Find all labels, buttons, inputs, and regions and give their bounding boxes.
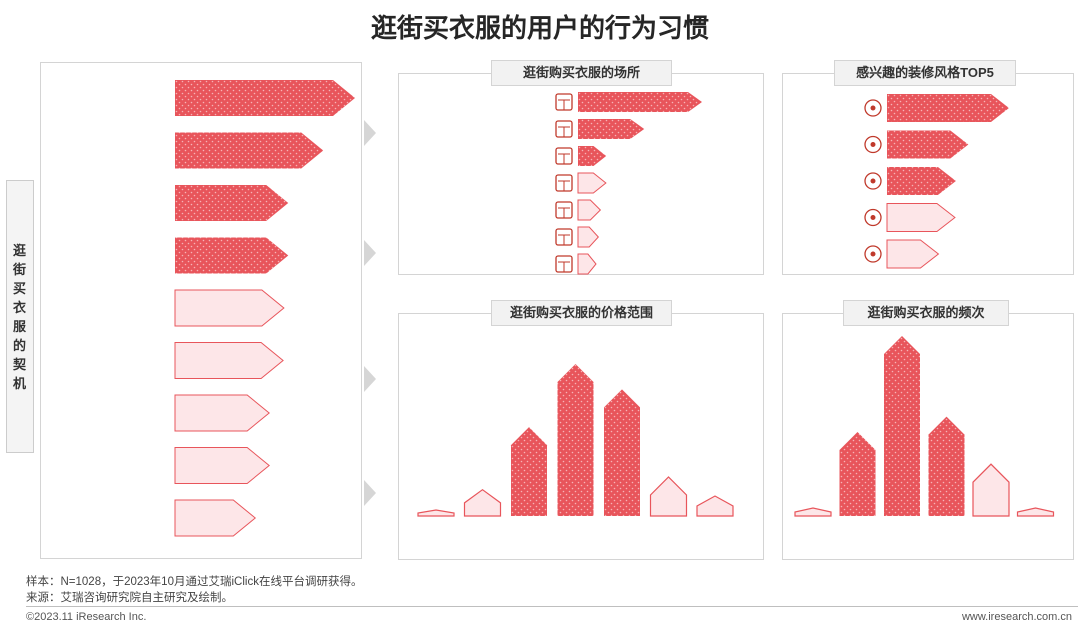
frequency-bar [884, 336, 920, 516]
price-bar [557, 364, 594, 516]
frequency-bar [839, 432, 876, 516]
place-bar [577, 172, 607, 194]
motive-bar [174, 394, 270, 432]
frequency-bars [794, 336, 1055, 517]
frequency-title: 逛街购买衣服的频次 [843, 300, 1009, 326]
styles-title: 感兴趣的装修风格TOP5 [834, 60, 1016, 86]
copyright: ©2023.11 iResearch Inc. [26, 611, 147, 623]
place-bar [577, 226, 600, 248]
arrow-icon [364, 366, 376, 392]
motive-bar [175, 80, 355, 116]
motives-side-title: 逛街买衣服的契机 [13, 243, 27, 391]
office-building-icon [555, 147, 573, 165]
place-bar [578, 146, 607, 166]
place-bar [578, 119, 645, 139]
styles-bars [864, 94, 1009, 269]
price-bar [511, 427, 547, 516]
motive-bar [174, 342, 284, 379]
molecule-icon [864, 99, 882, 117]
footer-divider [26, 606, 1078, 607]
arrow-icon [364, 240, 376, 266]
place-bar [577, 253, 597, 275]
frequency-panel [782, 313, 1074, 560]
price-bar [604, 389, 640, 516]
motive-bar [175, 185, 289, 221]
motive-bar [174, 289, 285, 327]
style-bar [887, 167, 956, 195]
places-bars [555, 92, 702, 275]
style-bar [886, 203, 956, 232]
place-bar [578, 92, 702, 112]
places-title: 逛街购买衣服的场所 [491, 60, 672, 86]
frequency-bar [928, 416, 965, 516]
other-icon [555, 255, 573, 273]
arrow-icon [364, 120, 376, 146]
price-bar [463, 488, 502, 517]
style-bar [887, 94, 1009, 122]
frequency-bar [1016, 507, 1055, 517]
motives-bars [174, 80, 355, 537]
home-shop-icon [555, 228, 573, 246]
price-title: 逛街购买衣服的价格范围 [491, 300, 672, 326]
motive-bar [174, 499, 257, 537]
supermarket-icon [555, 201, 573, 219]
mall-icon [555, 93, 573, 111]
panel-arrows [364, 120, 376, 506]
style-bar [887, 130, 969, 159]
flower-icon [864, 208, 882, 227]
sample-note: 样本：N=1028，于2023年10月通过艾瑞iClick在线平台调研获得。 [26, 576, 363, 588]
place-bar [577, 199, 602, 221]
night-market-icon [555, 174, 573, 192]
jukebox-icon [864, 245, 882, 263]
diamond-icon [864, 135, 882, 154]
source-note: 来源：艾瑞咨询研究院自主研究及绘制。 [26, 592, 233, 604]
motives-side-label: 逛街买衣服的契机 [6, 180, 34, 453]
price-bar [696, 495, 734, 517]
arrow-icon [364, 480, 376, 506]
style-bar [886, 239, 940, 269]
website: www.iresearch.com.cn [961, 611, 1072, 623]
page-title: 逛街买衣服的用户的行为习惯 [370, 13, 709, 43]
motive-bar [174, 447, 270, 484]
price-bar [417, 509, 455, 517]
frequency-bar [794, 507, 832, 517]
street-shop-icon [555, 120, 573, 138]
price-bar [649, 476, 688, 517]
motive-bar [175, 237, 289, 274]
price-bars [417, 364, 734, 517]
frequency-bar [972, 463, 1010, 517]
motive-bar [175, 132, 324, 169]
lantern-icon [864, 172, 882, 190]
